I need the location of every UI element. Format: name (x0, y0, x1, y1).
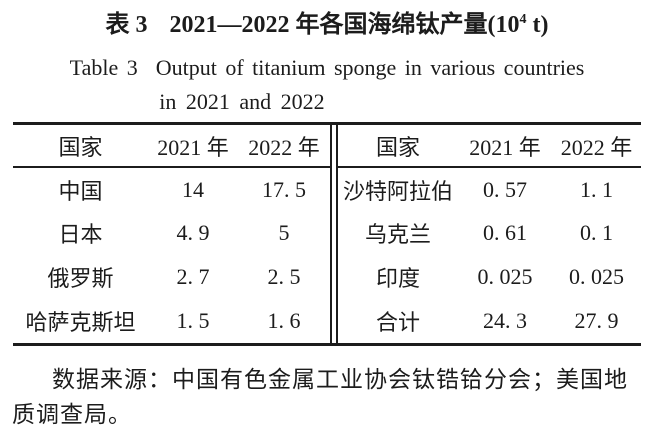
superscript-exponent: 4 (519, 12, 527, 27)
cell-2022: 17. 5 (262, 176, 306, 202)
cell-country: 俄罗斯 (47, 266, 114, 291)
col-header-2022: 2022 年 (238, 125, 330, 168)
table-right-half: 国家 2021 年 2022 年 沙特阿拉伯 0. 57 1. 1 乌克兰 0.… (338, 125, 641, 343)
cell-country: 合计 (375, 310, 420, 335)
col-header-2022: 2022 年 (552, 125, 641, 168)
cell-2022: 2. 5 (267, 264, 301, 289)
cell-country: 印度 (375, 266, 420, 291)
cell-2021: 2. 7 (176, 264, 210, 289)
cell-2021: 1. 5 (176, 308, 210, 333)
header-row: 国家 2021 年 2022 年 (13, 125, 330, 168)
cell-2022: 1. 6 (267, 308, 301, 333)
table-title-zh: 表 3 2021—2022 年各国海绵钛产量(104 t) (0, 10, 654, 40)
table-number-zh: 表 3 (105, 12, 148, 38)
table-number-en: Table 3 (69, 55, 138, 80)
output-table: 国家 2021 年 2022 年 中国 14 17. 5 日本 4. 9 5 俄… (13, 122, 641, 346)
source-note-line1: 数据来源：中国有色金属工业协会钛锆铪分会；美国地 (52, 367, 628, 392)
cell-2022: 1. 1 (580, 176, 613, 202)
cell-2022: 5 (278, 220, 290, 245)
cell-country: 日本 (58, 222, 103, 247)
cell-2021: 0. 025 (477, 264, 533, 289)
table-title-zh-text: 2021—2022 年各国海绵钛产量(104 t) (169, 12, 549, 38)
source-note: 数据来源：中国有色金属工业协会钛锆铪分会；美国地 质调查局。 (12, 362, 646, 432)
cell-2022: 0. 1 (580, 220, 613, 245)
table-row: 沙特阿拉伯 0. 57 1. 1 (338, 167, 641, 211)
col-header-2021: 2021 年 (458, 125, 552, 168)
cell-country: 沙特阿拉伯 (342, 178, 453, 204)
col-header-country: 国家 (13, 125, 148, 168)
table-row total-row: 合计 24. 3 27. 9 (338, 299, 641, 343)
table-row: 哈萨克斯坦 1. 5 1. 6 (13, 299, 330, 343)
cell-2021: 24. 3 (483, 308, 527, 333)
cell-2021: 0. 57 (483, 176, 527, 202)
table-row: 中国 14 17. 5 (13, 167, 330, 211)
cell-country: 乌克兰 (364, 222, 431, 247)
col-header-country: 国家 (338, 125, 458, 168)
header-row: 国家 2021 年 2022 年 (338, 125, 641, 168)
cell-2022: 0. 025 (569, 264, 624, 289)
cell-2021: 0. 61 (483, 220, 527, 245)
cell-country: 哈萨克斯坦 (25, 310, 136, 335)
double-rule-divider (330, 125, 338, 343)
cell-2021: 14 (182, 176, 204, 202)
table-title-en-text: Output of titanium sponge in various cou… (155, 55, 585, 80)
col-header-2021: 2021 年 (148, 125, 238, 168)
table-row: 俄罗斯 2. 7 2. 5 (13, 255, 330, 299)
cell-2022: 27. 9 (574, 308, 619, 333)
table-row: 日本 4. 9 5 (13, 211, 330, 255)
source-note-line2: 质调查局。 (12, 402, 132, 427)
table-row: 乌克兰 0. 61 0. 1 (338, 211, 641, 255)
cell-2021: 4. 9 (176, 220, 210, 245)
cell-country: 中国 (58, 178, 103, 204)
table-title-en: Table 3 Output of titanium sponge in vari… (0, 54, 654, 82)
table-row: 印度 0. 025 0. 025 (338, 255, 641, 299)
table-title-en-line2: in 2021 and 2022 (159, 89, 325, 114)
table-left-half: 国家 2021 年 2022 年 中国 14 17. 5 日本 4. 9 5 俄… (13, 125, 330, 343)
